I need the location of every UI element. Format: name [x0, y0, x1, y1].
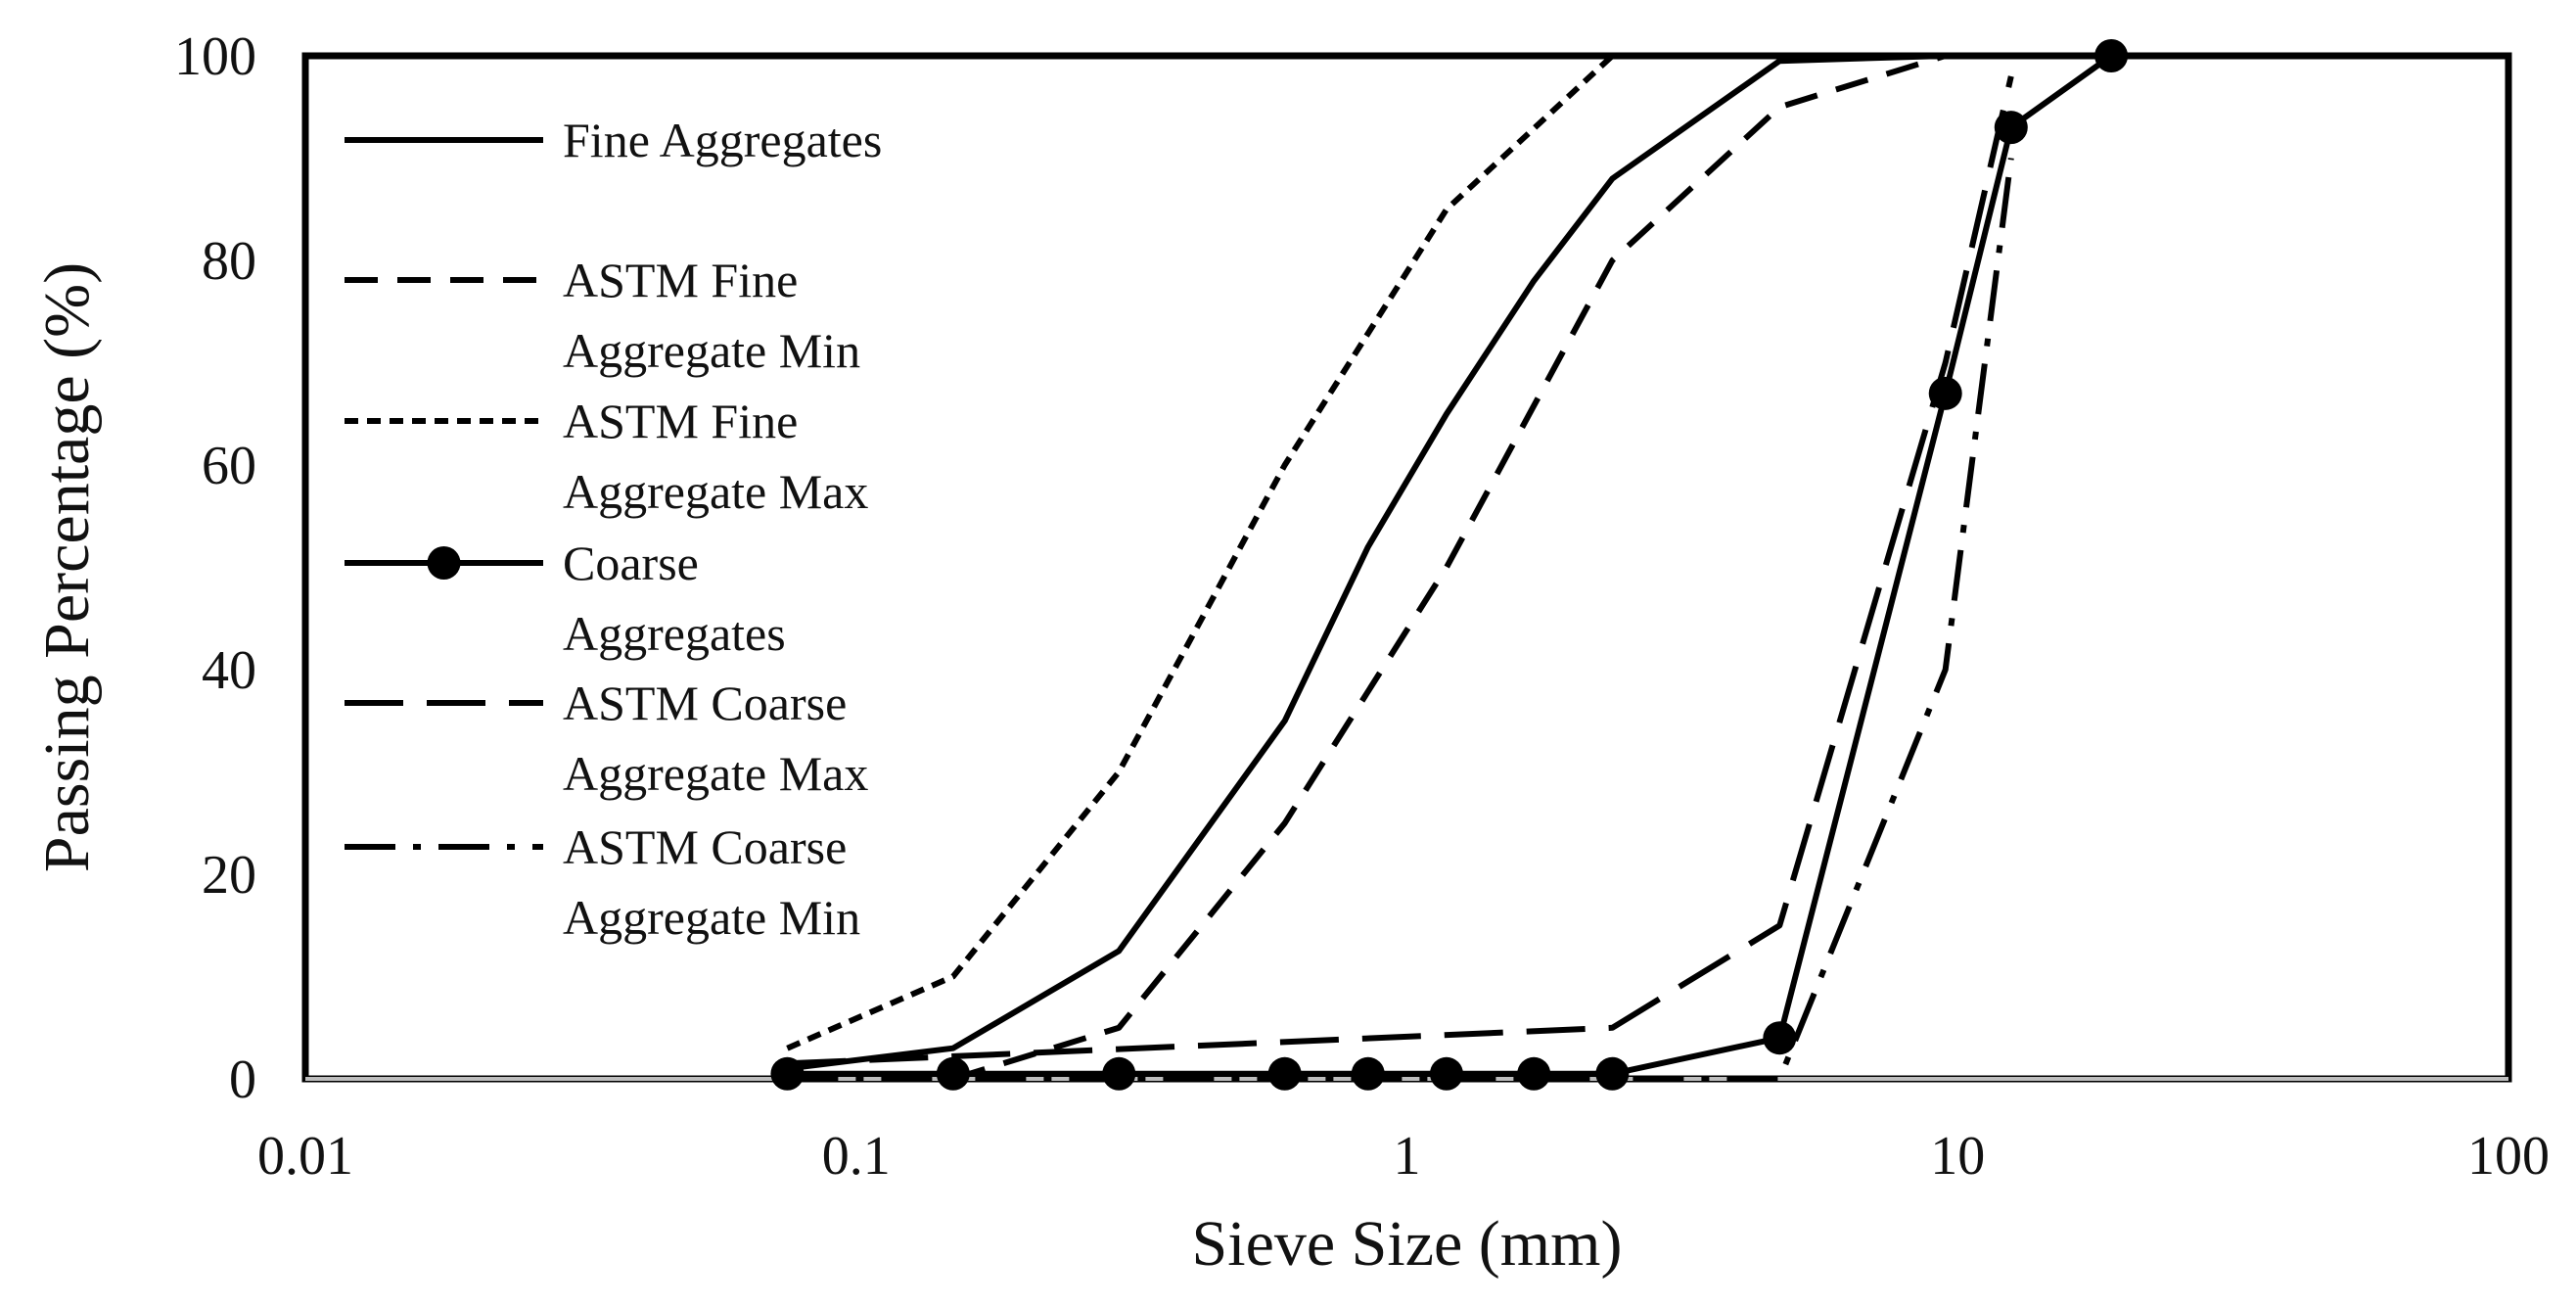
legend-item-astm-fine-aggregate-min: ASTM Fine Aggregate Min [345, 253, 860, 378]
x-tick-label: 1 [1394, 1126, 1421, 1187]
y-tick-label: 0 [229, 1049, 256, 1110]
legend-label: ASTM Fine [563, 394, 798, 448]
legend-label: ASTM Fine [563, 253, 798, 307]
x-tick-label: 0.01 [257, 1126, 353, 1187]
data-point-coarse-aggregates [1102, 1056, 1136, 1091]
data-point-coarse-aggregates [770, 1056, 805, 1091]
legend-item-astm-coarse-aggregate-min: ASTM Coarse Aggregate Min [345, 819, 860, 945]
legend-label: Coarse [563, 536, 699, 590]
data-point-coarse-aggregates [1351, 1056, 1385, 1091]
axes-layer: 0.01 0.1 1 10 100 0 20 40 60 80 100 [174, 26, 2550, 1187]
series-astm-coarse-aggregate-max [787, 75, 2014, 1067]
data-point-coarse-aggregates [2094, 39, 2129, 72]
plot-frame [301, 52, 2512, 1083]
y-tick-label: 20 [202, 845, 256, 906]
series-fine-aggregates [787, 53, 1946, 1072]
data-point-coarse-aggregates [1763, 1021, 1797, 1055]
legend-label: Aggregate Min [563, 890, 860, 945]
series-astm-coarse-aggregate-min [787, 158, 2014, 1082]
legend-item-astm-fine-aggregate-max: ASTM Fine Aggregate Max [345, 394, 868, 519]
legend-label: Aggregate Max [563, 746, 868, 801]
series-astm-fine-aggregate-max [786, 53, 1615, 1051]
x-tick-label: 0.1 [822, 1126, 891, 1187]
series-line-coarse-aggregates [787, 53, 2113, 1077]
data-point-coarse-aggregates [1429, 1056, 1463, 1091]
legend-item-fine-aggregates: Fine Aggregates [345, 113, 882, 167]
series-line-fine-aggregates [787, 53, 1946, 1072]
data-point-coarse-aggregates [1595, 1056, 1630, 1091]
legend-label: Aggregate Max [563, 464, 868, 519]
y-axis-title: Passing Percentage (%) [31, 262, 103, 872]
data-point-coarse-aggregates [1267, 1056, 1302, 1091]
data-point-coarse-aggregates [936, 1056, 970, 1091]
y-tick-label: 100 [174, 26, 256, 87]
data-point-coarse-aggregates [1994, 111, 2028, 145]
x-axis-title: Sieve Size (mm) [1192, 1208, 1623, 1280]
legend-label: Aggregate Min [563, 323, 860, 378]
y-tick-label: 80 [202, 231, 256, 292]
y-tick-label: 40 [202, 640, 256, 701]
data-point-coarse-aggregates [1928, 376, 1962, 410]
series-line-astm-fine-aggregate-min [951, 53, 1947, 1082]
series-line-astm-coarse-aggregate-min [787, 158, 2014, 1082]
series-line-astm-coarse-aggregate-max [787, 75, 2014, 1067]
legend-label: ASTM Coarse [563, 676, 847, 730]
legend-item-astm-coarse-aggregate-max: ASTM Coarse Aggregate Max [345, 676, 868, 801]
series-line-astm-fine-aggregate-max [786, 53, 1615, 1051]
data-point-coarse-aggregates [1517, 1056, 1551, 1091]
x-tick-label: 100 [2467, 1126, 2550, 1187]
series-coarse-aggregates [770, 39, 2129, 1091]
legend-marker [427, 546, 461, 580]
x-tick-label: 10 [1930, 1126, 1985, 1187]
y-tick-label: 60 [202, 436, 256, 496]
legend-label: Fine Aggregates [563, 113, 882, 167]
legend-item-coarse-aggregates: Coarse Aggregates [345, 536, 786, 661]
series-astm-fine-aggregate-min [951, 53, 1947, 1082]
legend-label: Aggregates [563, 606, 786, 661]
series-layer [770, 39, 2129, 1091]
legend-label: ASTM Coarse [563, 819, 847, 874]
